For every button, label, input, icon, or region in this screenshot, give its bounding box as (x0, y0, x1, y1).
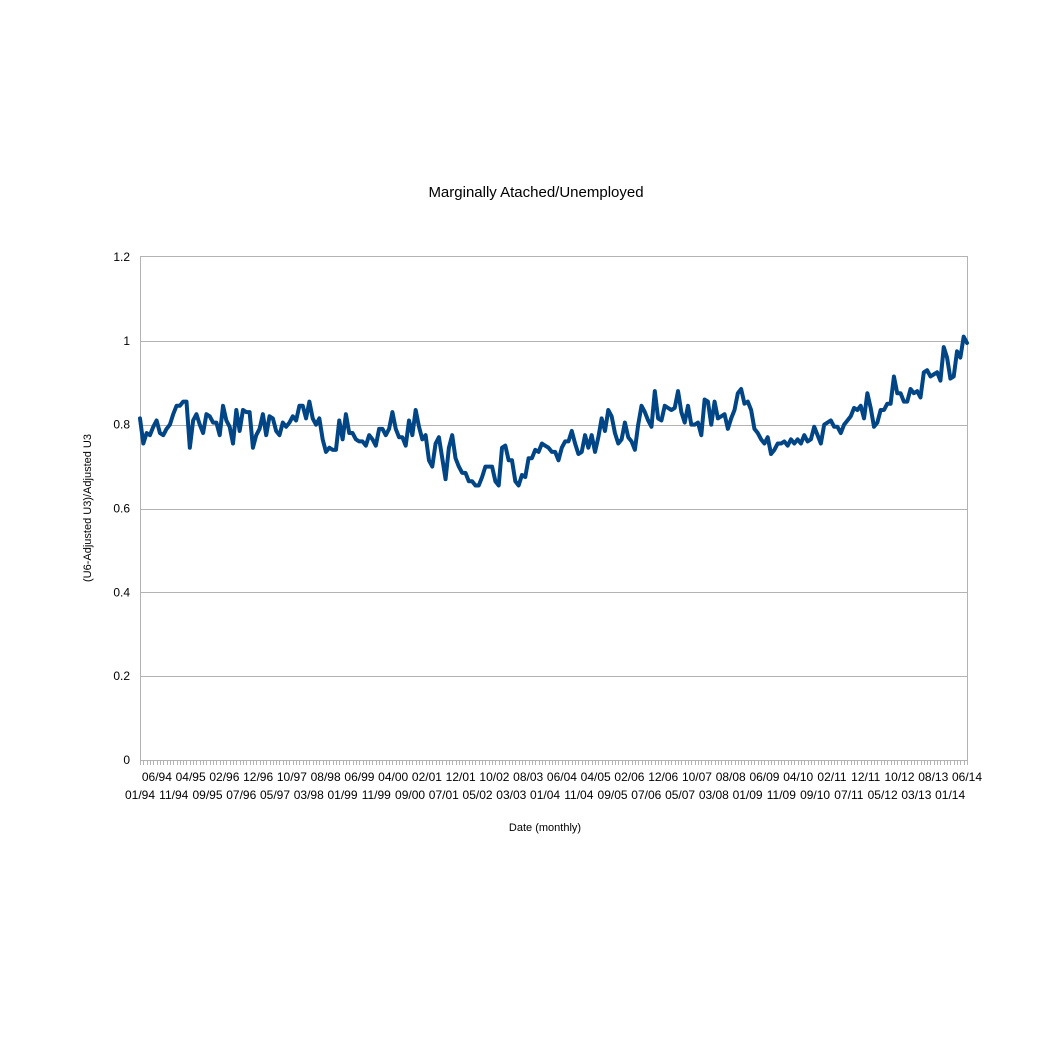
x-tick-label: 02/11 (817, 770, 846, 784)
x-tick-label: 07/96 (226, 788, 256, 802)
x-tick-label: 10/12 (884, 770, 914, 784)
x-tick-label: 03/08 (699, 788, 729, 802)
x-tick-label: 04/10 (783, 770, 813, 784)
y-tick-label: 0 (123, 753, 130, 767)
x-axis-ticks: 01/94 11/94 09/95 07/96 05/97 03/98 01/99 11/99… (125, 760, 982, 802)
x-tick-label: 04/95 (176, 770, 206, 784)
x-tick-label: 02/01 (412, 770, 442, 784)
x-tick-label: 04/00 (378, 770, 408, 784)
x-tick-label: 05/02 (463, 788, 493, 802)
x-tick-label: 01/04 (530, 788, 560, 802)
x-tick-label: 10/07 (682, 770, 712, 784)
plot-area-frame (140, 256, 968, 761)
gridlines (140, 341, 967, 677)
y-tick-label: 0.8 (113, 418, 130, 432)
y-tick-label: 0.6 (113, 502, 130, 516)
x-tick-label: 06/04 (547, 770, 577, 784)
x-tick-label: 03/03 (496, 788, 526, 802)
x-tick-label: 10/97 (277, 770, 307, 784)
x-tick-label: 07/06 (631, 788, 661, 802)
x-tick-label: 09/05 (598, 788, 628, 802)
series-line (138, 334, 969, 488)
x-tick-label: 11/94 (159, 788, 188, 802)
x-tick-label: 02/06 (614, 770, 644, 784)
y-axis-ticks: 0 0.2 0.4 0.6 0.8 1 1.2 (113, 250, 130, 767)
x-tick-label: 06/99 (344, 770, 374, 784)
x-axis-title: Date (monthly) (509, 822, 581, 834)
x-tick-label: 07/01 (429, 788, 459, 802)
x-tick-label: 01/14 (935, 788, 965, 802)
x-tick-label: 05/97 (260, 788, 290, 802)
x-tick-label: 08/03 (513, 770, 543, 784)
x-tick-label: 04/05 (581, 770, 611, 784)
x-tick-label: 12/01 (446, 770, 476, 784)
chart-title: Marginally Atached/Unemployed (428, 184, 643, 201)
y-tick-label: 0.4 (113, 585, 130, 599)
x-tick-label: 09/00 (395, 788, 425, 802)
x-tick-label: 12/11 (851, 770, 880, 784)
x-tick-label: 08/98 (311, 770, 341, 784)
x-tick-label: 07/11 (834, 788, 863, 802)
x-tick-label: 06/14 (952, 770, 982, 784)
x-tick-label: 11/99 (362, 788, 391, 802)
x-tick-label: 03/13 (901, 788, 931, 802)
y-tick-label: 0.2 (113, 669, 130, 683)
x-tick-label: 11/09 (767, 788, 796, 802)
x-tick-label: 10/02 (479, 770, 509, 784)
x-tick-label: 01/09 (733, 788, 763, 802)
x-tick-label: 09/95 (192, 788, 222, 802)
x-tick-label: 11/04 (564, 788, 593, 802)
x-tick-label: 12/06 (648, 770, 678, 784)
x-tick-label: 08/13 (918, 770, 948, 784)
x-tick-label: 06/94 (142, 770, 172, 784)
x-tick-label: 08/08 (716, 770, 746, 784)
x-tick-label: 03/98 (294, 788, 324, 802)
x-tick-label: 12/96 (243, 770, 273, 784)
x-tick-label: 09/10 (800, 788, 830, 802)
x-tick-label: 01/94 (125, 788, 155, 802)
x-tick-label: 01/99 (328, 788, 358, 802)
x-tick-label: 06/09 (749, 770, 779, 784)
x-tick-label: 05/07 (665, 788, 695, 802)
y-tick-label: 1 (123, 334, 130, 348)
y-tick-label: 1.2 (113, 250, 130, 264)
x-tick-label: 05/12 (868, 788, 898, 802)
x-tick-label: 02/96 (209, 770, 239, 784)
y-axis-title: (U6-Adjusted U3)/Adjusted U3 (82, 434, 94, 582)
